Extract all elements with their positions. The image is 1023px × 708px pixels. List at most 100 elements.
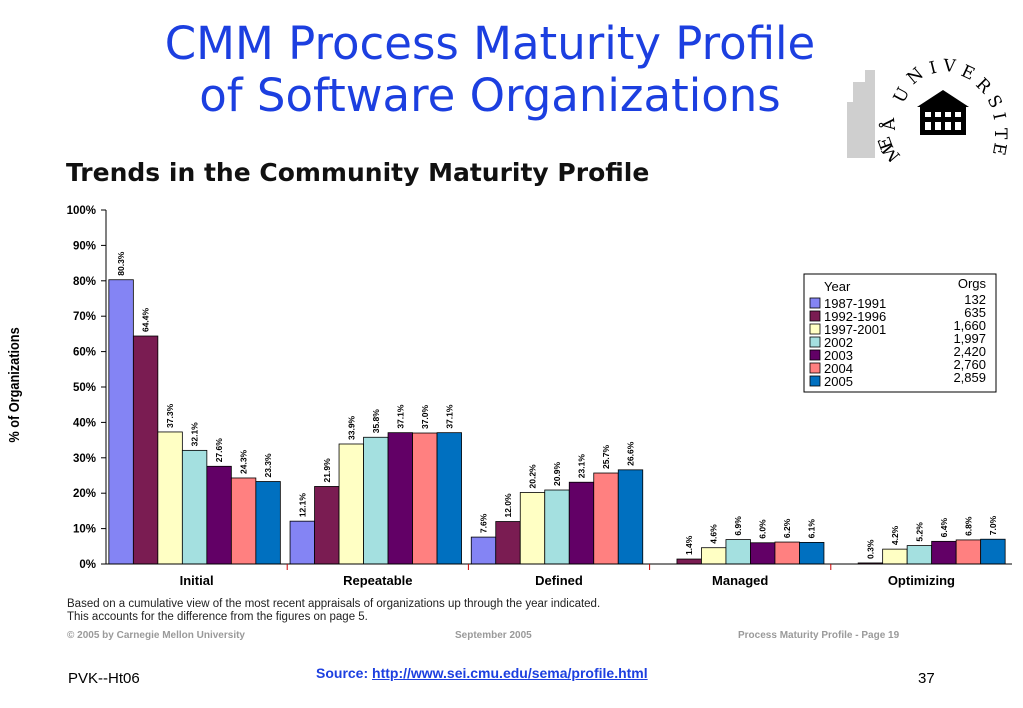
legend-series-label: 1997-2001 bbox=[824, 322, 886, 337]
bar-1997-2001 bbox=[519, 492, 546, 565]
y-tick-label: 30% bbox=[73, 453, 96, 465]
source-label: Source: bbox=[316, 665, 369, 681]
data-label: 80.3% bbox=[116, 251, 126, 276]
svg-text:V: V bbox=[942, 56, 957, 77]
legend-series-label: 2004 bbox=[824, 361, 853, 376]
bar-2002 bbox=[906, 545, 933, 565]
y-tick-label: 50% bbox=[73, 382, 96, 394]
bar-1997-2001 bbox=[882, 548, 908, 565]
bar-1992-1996 bbox=[676, 558, 702, 565]
x-category-label: Repeatable bbox=[343, 573, 412, 588]
y-tick-label: 90% bbox=[73, 240, 96, 252]
legend-orgs-value: 635 bbox=[964, 305, 986, 320]
bar-2005 bbox=[255, 481, 281, 565]
data-label: 20.9% bbox=[552, 461, 562, 486]
data-label: 33.9% bbox=[346, 415, 356, 440]
bar-2005 bbox=[799, 542, 825, 565]
data-label: 5.2% bbox=[914, 522, 924, 542]
data-label: 4.2% bbox=[890, 525, 900, 545]
legend-swatch bbox=[809, 336, 821, 348]
data-label: 6.9% bbox=[733, 516, 743, 536]
legend-swatch bbox=[809, 349, 821, 361]
bar-2004 bbox=[955, 539, 982, 565]
bar-2002 bbox=[363, 436, 389, 565]
bar-1992-1996 bbox=[495, 521, 521, 565]
legend-series-label: 2002 bbox=[824, 335, 853, 350]
data-label: 6.2% bbox=[782, 518, 792, 538]
legend-orgs-value: 132 bbox=[964, 292, 986, 307]
svg-text:T: T bbox=[990, 128, 1010, 140]
bar-1997-2001 bbox=[701, 547, 727, 565]
legend-series-label: 2003 bbox=[824, 348, 853, 363]
data-label: 1.4% bbox=[684, 535, 694, 555]
y-tick-label: 40% bbox=[73, 417, 96, 429]
bar-1992-1996 bbox=[132, 335, 159, 565]
svg-text:R: R bbox=[971, 74, 995, 98]
data-label: 7.6% bbox=[479, 513, 489, 533]
bar-2002 bbox=[725, 539, 751, 565]
bar-1987-1991 bbox=[289, 520, 315, 565]
bar-2005 bbox=[436, 432, 462, 565]
data-label: 0.3% bbox=[865, 539, 875, 559]
y-tick-label: 20% bbox=[73, 488, 96, 500]
svg-text:E: E bbox=[988, 141, 1010, 157]
note-line-2: This accounts for the difference from th… bbox=[67, 611, 368, 623]
y-tick-label: 70% bbox=[73, 311, 96, 323]
data-label: 6.8% bbox=[963, 516, 973, 536]
legend-swatch bbox=[809, 310, 821, 322]
source-line: Source: http://www.sei.cmu.edu/sema/prof… bbox=[316, 665, 648, 681]
bar-2004 bbox=[593, 472, 619, 565]
x-category-label: Optimizing bbox=[888, 573, 955, 588]
data-label: 37.1% bbox=[395, 404, 405, 429]
bar-2003 bbox=[206, 465, 232, 565]
legend-swatch bbox=[809, 297, 821, 309]
bar-1997-2001 bbox=[338, 443, 364, 565]
data-label: 6.1% bbox=[807, 519, 817, 539]
bar-2002 bbox=[181, 449, 208, 565]
data-label: 32.1% bbox=[190, 422, 200, 447]
bar-2005 bbox=[617, 469, 644, 565]
copyright: © 2005 by Carnegie Mellon University bbox=[67, 630, 245, 641]
legend-orgs-value: 2,760 bbox=[953, 357, 986, 372]
bar-2002 bbox=[544, 489, 570, 565]
data-label: 4.6% bbox=[709, 524, 719, 544]
data-label: 25.7% bbox=[601, 444, 611, 469]
data-label: 37.1% bbox=[444, 404, 454, 429]
svg-text:I: I bbox=[988, 111, 1009, 122]
report-date: September 2005 bbox=[455, 630, 532, 641]
data-label: 23.3% bbox=[263, 453, 273, 478]
page-reference: Process Maturity Profile - Page 19 bbox=[738, 630, 900, 641]
course-code: PVK--Ht06 bbox=[68, 670, 140, 687]
legend-year-header: Year bbox=[824, 279, 851, 294]
bar-1997-2001 bbox=[157, 431, 183, 565]
svg-text:Å: Å bbox=[878, 117, 900, 133]
svg-text:E: E bbox=[958, 61, 978, 84]
y-tick-label: 60% bbox=[73, 347, 96, 359]
bar-2004 bbox=[230, 477, 257, 565]
bar-1987-1991 bbox=[108, 279, 134, 565]
legend-swatch bbox=[809, 362, 821, 374]
y-tick-label: 100% bbox=[67, 205, 96, 217]
university-logo: U N I V E R S I T E Å E M bbox=[847, 56, 1010, 162]
legend-series-label: 1987-1991 bbox=[824, 296, 886, 311]
slide-title-line-2: of Software Organizations bbox=[199, 69, 781, 122]
legend-orgs-header: Orgs bbox=[958, 276, 987, 291]
svg-text:N: N bbox=[903, 64, 927, 89]
slide-title: CMM Process Maturity Profile of Software… bbox=[60, 18, 920, 122]
data-label: 20.2% bbox=[528, 464, 538, 489]
source-link[interactable]: http://www.sei.cmu.edu/sema/profile.html bbox=[372, 665, 648, 681]
note-line-1: Based on a cumulative view of the most r… bbox=[67, 598, 601, 610]
legend-series-label: 2005 bbox=[824, 374, 853, 389]
y-axis-label: % of Organizations bbox=[5, 327, 22, 443]
y-tick-label: 10% bbox=[73, 524, 96, 536]
legend-swatch bbox=[809, 323, 821, 335]
data-label: 7.0% bbox=[988, 515, 998, 535]
bar-2004 bbox=[774, 541, 800, 565]
x-category-label: Managed bbox=[712, 573, 768, 588]
y-tick-label: 0% bbox=[79, 559, 96, 571]
data-label: 6.0% bbox=[758, 519, 768, 539]
svg-text:I: I bbox=[927, 58, 938, 79]
legend-orgs-value: 2,859 bbox=[953, 370, 986, 385]
bar-2003 bbox=[750, 542, 776, 565]
data-label: 24.3% bbox=[239, 449, 249, 474]
